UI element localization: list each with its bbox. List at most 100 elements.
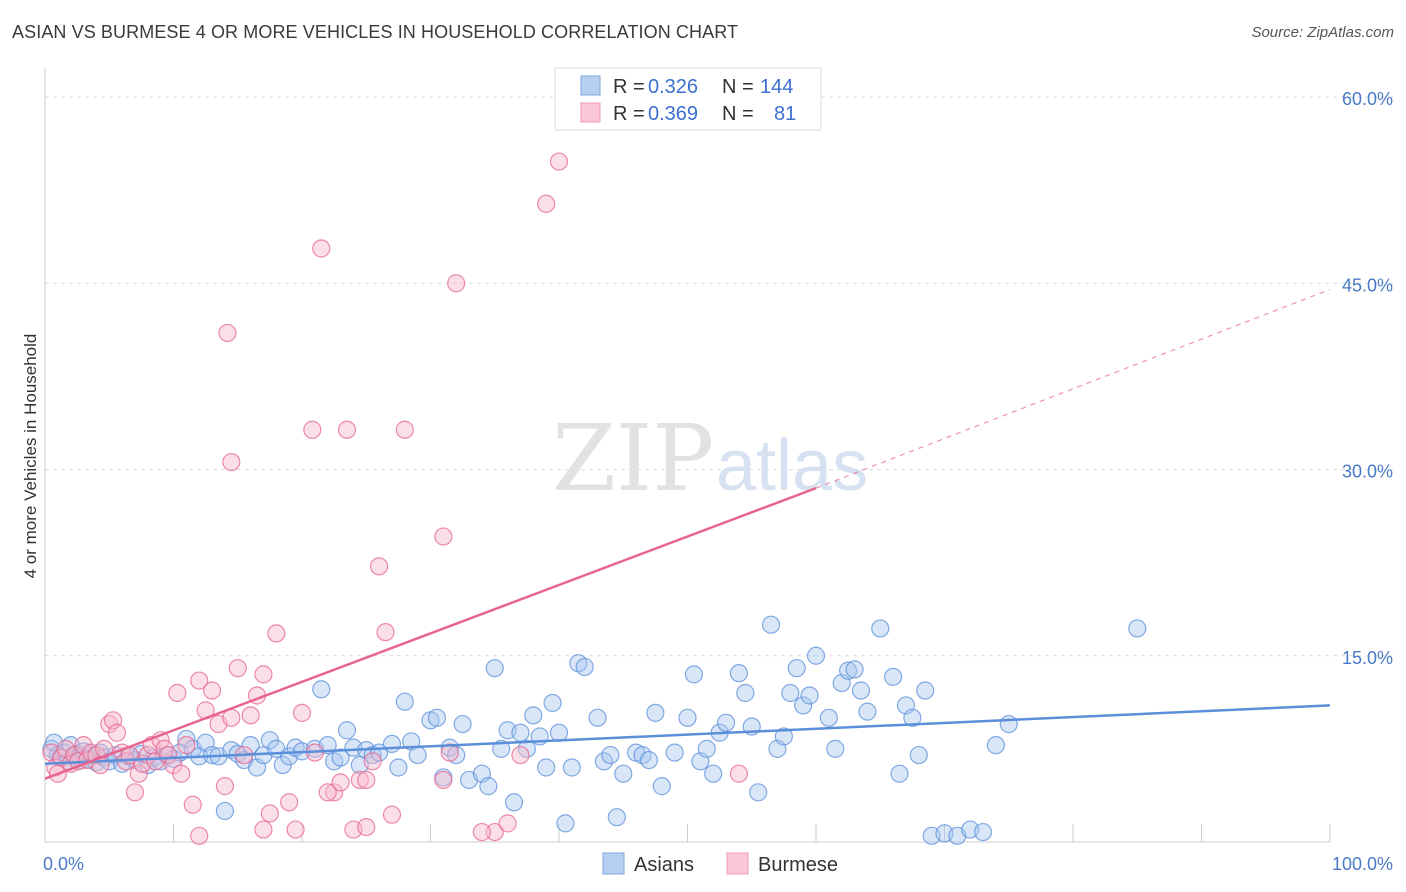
trend-lines: [44, 288, 1331, 780]
point-asians-124: [871, 619, 890, 638]
point-asians-76: [511, 723, 530, 742]
point-asians-121: [845, 660, 864, 679]
bottom-legend-label-asians: Asians: [634, 854, 694, 876]
point-asians-89: [601, 745, 620, 765]
point-asians-83: [556, 814, 575, 833]
legend-n-label-burmese: N =: [722, 103, 754, 125]
point-asians-109: [761, 615, 781, 634]
point-asians-99: [684, 665, 704, 684]
legend-r-label-burmese: R =: [613, 103, 645, 125]
point-asians-80: [537, 758, 556, 777]
axes: [44, 68, 1331, 843]
point-burmese-67: [549, 152, 569, 171]
point-asians-113: [787, 659, 806, 678]
point-burmese-75: [434, 770, 453, 790]
point-burmese-69: [222, 452, 241, 472]
point-asians-34: [215, 801, 234, 821]
point-burmese-47: [280, 793, 299, 812]
point-asians-111: [774, 727, 793, 746]
point-asians-51: [331, 748, 350, 767]
point-burmese-77: [254, 820, 273, 839]
point-asians-129: [909, 745, 928, 765]
point-asians-96: [652, 777, 671, 796]
point-asians-97: [665, 743, 684, 762]
point-burmese-48: [286, 820, 305, 839]
point-asians-95: [646, 703, 665, 722]
point-burmese-20: [125, 783, 145, 802]
point-burmese-34: [190, 671, 209, 690]
point-asians-126: [890, 764, 909, 783]
point-burmese-52: [325, 783, 344, 802]
point-asians-115: [800, 686, 819, 705]
point-asians-105: [729, 664, 749, 683]
point-burmese-63: [440, 743, 459, 762]
point-asians-86: [575, 657, 594, 677]
point-burmese-80: [729, 764, 749, 783]
point-burmese-61: [395, 420, 414, 439]
y-tick-label-1: 30.0%: [1342, 462, 1393, 482]
point-burmese-55: [350, 770, 369, 790]
point-burmese-56: [357, 817, 376, 837]
y-axis-title: 4 or more Vehicles in Household: [21, 334, 40, 579]
point-asians-98: [678, 708, 697, 727]
legend-r-label-asians: R =: [613, 76, 645, 98]
point-burmese-49: [292, 703, 312, 722]
point-asians-48: [312, 680, 331, 699]
point-asians-116: [806, 646, 826, 665]
point-asians-66: [440, 738, 459, 757]
point-asians-75: [504, 793, 524, 812]
point-burmese-21: [129, 764, 148, 783]
point-asians-137: [999, 714, 1018, 734]
point-burmese-0: [42, 743, 61, 762]
point-asians-84: [562, 758, 581, 777]
point-asians-90: [607, 808, 626, 827]
point-asians-68: [453, 714, 472, 734]
x-tick-label-1: 100.0%: [1332, 854, 1393, 874]
legend-swatch-burmese: [580, 102, 601, 123]
point-asians-60: [395, 692, 414, 711]
point-asians-58: [382, 734, 402, 754]
point-burmese-45: [260, 804, 279, 823]
point-asians-94: [639, 750, 659, 770]
point-burmese-8: [74, 736, 93, 755]
point-asians-128: [903, 708, 922, 727]
point-asians-72: [485, 659, 504, 678]
point-asians-64: [427, 708, 447, 727]
point-asians-73: [492, 739, 511, 758]
point-asians-117: [819, 708, 838, 727]
legend-r-value-burmese: 0.369: [648, 103, 698, 125]
point-burmese-60: [382, 805, 402, 824]
watermark-zip: ZIP: [552, 405, 714, 512]
y-tick-label-0: 15.0%: [1342, 648, 1393, 668]
bottom-legend: Asians Burmese: [602, 852, 838, 876]
source-label: Source: ZipAtlas.com: [1251, 24, 1394, 41]
point-burmese-16: [107, 723, 127, 742]
point-asians-122: [851, 681, 871, 700]
point-asians-123: [858, 702, 877, 721]
point-burmese-51: [312, 239, 331, 258]
watermark: ZIP atlas: [552, 405, 868, 512]
y-tick-label-3: 60.0%: [1342, 89, 1393, 109]
point-asians-101: [697, 739, 716, 758]
legend-n-value-asians: 144: [760, 76, 793, 98]
legend-r-value-asians: 0.326: [648, 76, 698, 98]
x-tick-label-0: 0.0%: [43, 854, 84, 874]
point-burmese-57: [363, 752, 382, 771]
point-asians-78: [524, 706, 543, 725]
point-asians-125: [883, 667, 903, 686]
point-asians-138: [1128, 619, 1147, 638]
point-asians-130: [916, 681, 935, 700]
point-burmese-59: [376, 623, 395, 642]
trend-line-dashed-burmese: [815, 288, 1331, 489]
point-burmese-53: [331, 773, 350, 792]
bottom-legend-swatch-burmese: [726, 852, 749, 875]
y-tick-label-2: 45.0%: [1342, 275, 1393, 295]
point-burmese-70: [303, 420, 322, 439]
watermark-atlas: atlas: [716, 426, 868, 506]
legend-swatch-asians: [580, 75, 601, 96]
point-asians-82: [549, 723, 569, 742]
point-burmese-46: [267, 624, 286, 643]
tick-labels: 15.0% 30.0% 45.0% 60.0% 0.0% 100.0%: [43, 89, 1393, 874]
bottom-legend-label-burmese: Burmese: [758, 854, 838, 876]
